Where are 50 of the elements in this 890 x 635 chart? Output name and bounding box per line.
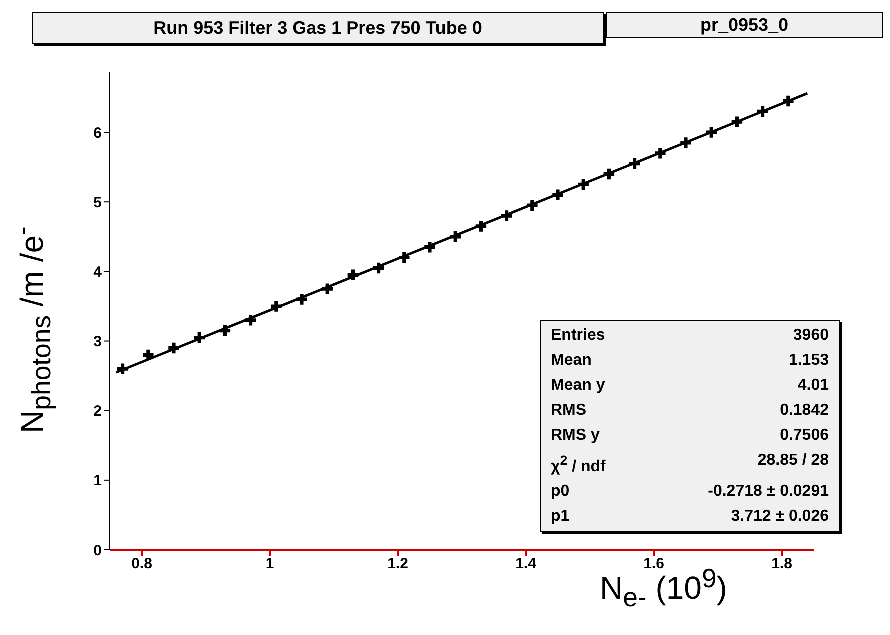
text: Mean y 4.01 (551, 377, 829, 394)
point (399, 252, 410, 264)
x-tick-label: 1.4 (516, 556, 538, 573)
point (348, 270, 359, 281)
point (194, 332, 205, 344)
text: RMS y 0.7506 (551, 427, 829, 444)
y-tick-label: 4 (94, 264, 103, 282)
point (143, 350, 154, 361)
point (271, 301, 282, 312)
point (373, 262, 384, 274)
chart-subtitle: pr_0953_0 (700, 14, 789, 36)
text: χ$^{2}$ / ndf 28.85 / 28 (551, 452, 829, 476)
point (168, 342, 180, 354)
y-tick-label: 6 (94, 124, 102, 142)
point (117, 364, 128, 374)
text: RMS 0.1842 (551, 402, 829, 419)
x-tick-label: 1.8 (772, 556, 792, 573)
chart-title: Run 953 Filter 3 Gas 1 Pres 750 Tube 0 (154, 18, 482, 38)
point (245, 315, 256, 326)
point (527, 200, 538, 211)
text: Mean 1.153 (551, 352, 829, 369)
text: p0 -0.2718 ± 0.0291 (551, 483, 829, 500)
y-tick-label: 0 (94, 542, 102, 560)
x-tick-label: 0.8 (132, 556, 152, 573)
point (450, 232, 461, 242)
x-tick-label: 1.2 (388, 556, 408, 573)
point (220, 325, 231, 336)
point (476, 221, 487, 232)
point (552, 190, 564, 201)
text: Entries 3960 (551, 327, 829, 344)
point (322, 284, 333, 294)
point (783, 96, 794, 107)
y-tick-label: 3 (94, 334, 102, 351)
point (655, 148, 666, 159)
point (706, 127, 717, 138)
y-tick-label: 1 (94, 472, 102, 490)
point (424, 242, 436, 253)
point (604, 168, 615, 180)
point (296, 294, 308, 305)
point (578, 179, 589, 190)
point (680, 138, 692, 148)
x-tick-label: 1 (266, 556, 274, 573)
point (757, 106, 768, 118)
y-tick-label: 5 (94, 194, 102, 212)
y-tick-label: 2 (94, 403, 102, 420)
x-tick-label: 1.6 (644, 556, 664, 573)
point (732, 116, 743, 128)
text: p1 3.712 ± 0.026 (551, 508, 829, 526)
point (629, 158, 640, 170)
point (501, 210, 512, 222)
